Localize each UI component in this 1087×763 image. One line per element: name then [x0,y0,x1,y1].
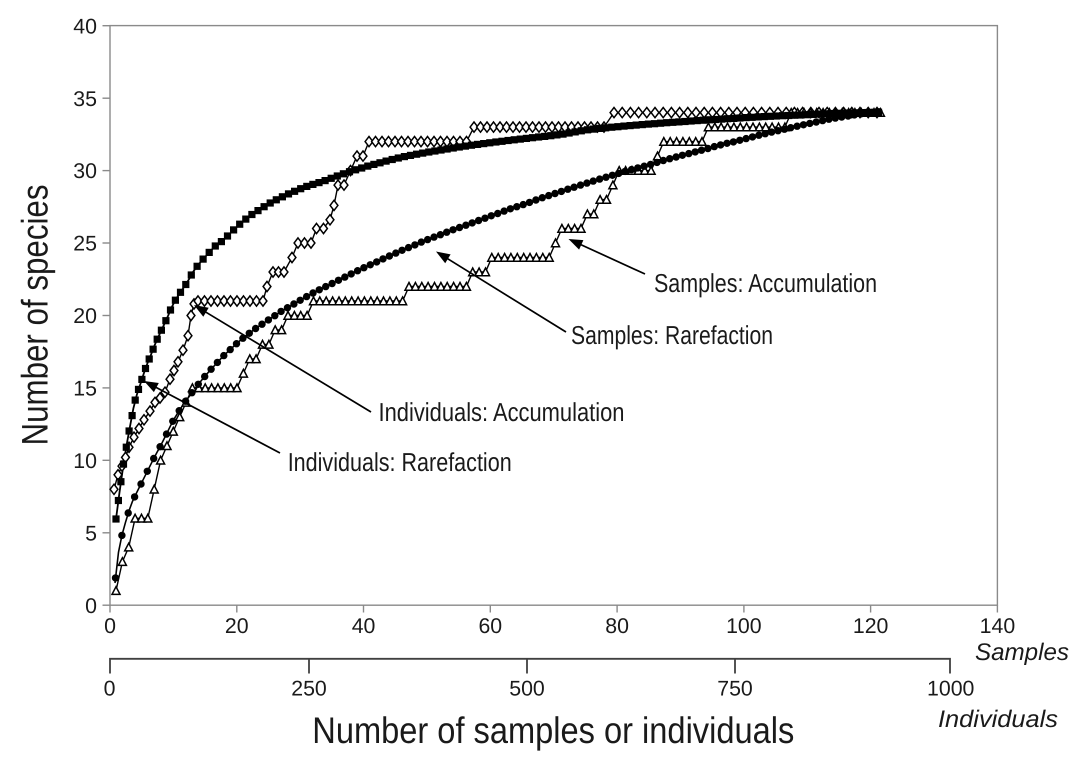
svg-text:100: 100 [726,614,762,638]
svg-text:1000: 1000 [927,677,975,701]
svg-text:Individuals: Rarefaction: Individuals: Rarefaction [288,447,512,477]
svg-text:Samples: Accumulation: Samples: Accumulation [654,268,877,298]
svg-text:140: 140 [980,614,1016,638]
svg-text:250: 250 [291,677,327,701]
svg-text:Individuals: Individuals [938,706,1058,733]
svg-text:60: 60 [478,614,502,638]
svg-text:0: 0 [104,677,116,701]
svg-text:25: 25 [73,232,97,256]
svg-text:30: 30 [73,159,97,183]
svg-text:0: 0 [85,594,97,618]
svg-text:500: 500 [509,677,545,701]
svg-text:15: 15 [73,376,97,400]
svg-text:Samples: Rarefaction: Samples: Rarefaction [571,320,773,350]
svg-text:Individuals: Accumulation: Individuals: Accumulation [379,397,625,427]
svg-text:750: 750 [717,677,753,701]
svg-text:80: 80 [605,614,629,638]
svg-text:35: 35 [73,87,97,111]
svg-text:20: 20 [225,614,249,638]
svg-text:5: 5 [85,521,97,545]
svg-text:0: 0 [104,614,116,638]
svg-text:Samples: Samples [975,639,1069,666]
svg-text:20: 20 [73,304,97,328]
svg-text:Number of species: Number of species [15,185,56,446]
svg-text:10: 10 [73,449,97,473]
svg-text:40: 40 [352,614,376,638]
svg-text:120: 120 [853,614,889,638]
svg-text:Number of samples or individua: Number of samples or individuals [312,710,794,751]
svg-text:40: 40 [73,14,97,38]
